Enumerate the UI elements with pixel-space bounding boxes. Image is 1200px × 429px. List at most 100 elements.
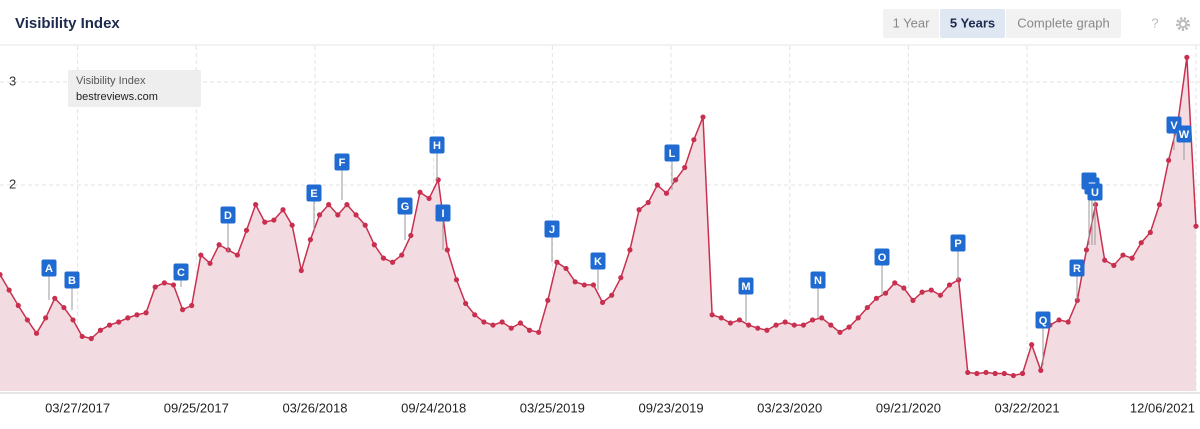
- point: [928, 287, 934, 293]
- point: [380, 255, 387, 261]
- event-label: A: [45, 263, 53, 275]
- y-tick-label: 2: [9, 176, 16, 191]
- point: [1147, 229, 1153, 236]
- event-marker[interactable]: Q: [1035, 311, 1051, 366]
- point: [216, 242, 222, 248]
- event-box: [874, 248, 890, 266]
- point: [846, 324, 852, 330]
- point: [1029, 342, 1035, 348]
- point: [581, 282, 587, 288]
- point: [472, 312, 478, 318]
- point: [253, 201, 259, 208]
- button-bg: [1006, 9, 1121, 38]
- x-tick-label: 09/24/2018: [401, 400, 466, 415]
- point: [106, 322, 113, 328]
- event-marker[interactable]: A: [41, 259, 57, 301]
- event-marker[interactable]: N: [810, 271, 826, 319]
- point: [709, 312, 715, 318]
- settings-icon[interactable]: [1176, 17, 1190, 31]
- point: [344, 201, 350, 208]
- point: [52, 295, 58, 301]
- point: [61, 304, 67, 311]
- point: [627, 247, 633, 253]
- point: [691, 137, 697, 143]
- event-marker[interactable]: O: [874, 248, 890, 296]
- point: [389, 259, 396, 265]
- button-bg: [883, 9, 939, 38]
- event-box: [664, 144, 680, 162]
- event-marker[interactable]: C: [173, 263, 189, 288]
- point: [1120, 252, 1126, 258]
- event-box: [1176, 125, 1192, 143]
- event-label: G: [401, 201, 410, 213]
- point: [444, 247, 450, 253]
- event-label: E: [310, 188, 317, 200]
- x-tick-label: 03/23/2020: [757, 400, 822, 415]
- point: [408, 232, 414, 239]
- event-box: [590, 252, 606, 270]
- event-label: F: [339, 157, 346, 169]
- event-marker[interactable]: J: [544, 220, 560, 263]
- event-marker[interactable]: B: [64, 271, 80, 311]
- button-label: 5 Years: [950, 15, 995, 30]
- x-tick-label: 09/21/2020: [876, 400, 941, 415]
- event-marker[interactable]: L: [664, 144, 680, 191]
- button-label: 1 Year: [893, 15, 931, 30]
- x-tick-label: 09/23/2019: [638, 400, 703, 415]
- event-box: [435, 204, 451, 222]
- event-marker[interactable]: R: [1069, 259, 1085, 301]
- x-tick-label: 03/22/2021: [995, 400, 1060, 415]
- point: [782, 319, 788, 325]
- event-box: [738, 277, 754, 295]
- plot-area: 2 3 03/27/2017 09/25/2017 03/26/2018 09/24/20…: [0, 46, 1200, 415]
- point: [326, 201, 332, 208]
- event-box: [41, 259, 57, 277]
- event-marker[interactable]: G: [397, 197, 413, 241]
- event-label: H: [433, 140, 441, 152]
- range-button[interactable]: Complete graph: [1006, 9, 1121, 38]
- event-marker[interactable]: K: [590, 252, 606, 291]
- event-marker[interactable]: W: [1176, 125, 1192, 161]
- point: [746, 322, 752, 328]
- x-tick-label: 12/06/2021: [1130, 400, 1195, 415]
- point: [362, 222, 368, 228]
- point: [271, 217, 277, 223]
- point: [554, 259, 560, 265]
- point: [0, 272, 3, 278]
- event-box: [950, 234, 966, 252]
- event-marker[interactable]: P: [950, 234, 966, 281]
- point: [609, 292, 615, 298]
- event-box: [306, 184, 322, 202]
- point: [1001, 370, 1007, 377]
- range-button[interactable]: 1 Year: [883, 9, 939, 38]
- event-label: K: [594, 256, 602, 268]
- event-marker[interactable]: U: [1087, 183, 1103, 246]
- event-marker[interactable]: F: [334, 153, 350, 201]
- point: [1111, 262, 1117, 268]
- point: [864, 304, 870, 311]
- range-button[interactable]: 5 Years: [940, 9, 1005, 38]
- point: [490, 322, 496, 328]
- point: [910, 297, 916, 303]
- point: [1184, 54, 1190, 60]
- gear-teeth: [1176, 17, 1190, 31]
- point: [1083, 247, 1090, 253]
- point: [125, 315, 131, 321]
- event-label: R: [1073, 263, 1081, 275]
- help-icon[interactable]: ?: [1151, 15, 1158, 30]
- point: [97, 327, 104, 333]
- point: [636, 207, 642, 213]
- point: [1156, 201, 1163, 208]
- button-bg: [940, 9, 1005, 38]
- event-marker[interactable]: D: [220, 206, 236, 253]
- point: [965, 369, 971, 376]
- event-label: U: [1091, 187, 1099, 199]
- event-marker[interactable]: M: [738, 277, 754, 323]
- x-tick-label: 03/25/2019: [520, 400, 585, 415]
- point: [946, 282, 953, 288]
- event-label: B: [68, 275, 76, 287]
- event-marker[interactable]: I: [435, 204, 451, 251]
- point: [937, 292, 943, 298]
- event-marker[interactable]: E: [306, 184, 322, 231]
- event-marker[interactable]: H: [429, 136, 445, 181]
